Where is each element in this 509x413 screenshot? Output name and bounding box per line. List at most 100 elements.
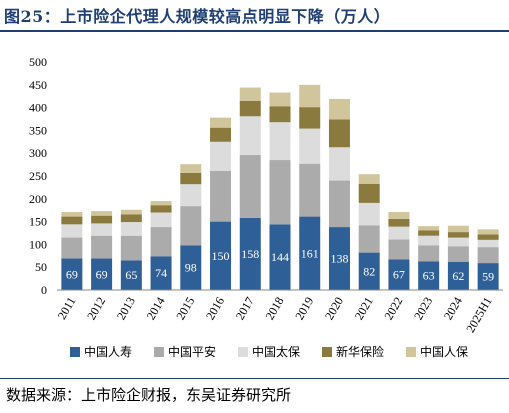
bar-segment — [120, 222, 142, 236]
y-tick-label: 300 — [29, 146, 47, 160]
bar-segment — [239, 155, 261, 218]
bar-segment — [150, 201, 172, 206]
bar-segment — [269, 106, 291, 123]
x-tick-label: 2025H1 — [463, 294, 494, 334]
bar-segment — [477, 247, 499, 264]
y-tick-label: 250 — [29, 169, 47, 183]
bar-segment — [477, 263, 499, 290]
data-label: 67 — [393, 268, 405, 282]
bar-segment — [269, 224, 291, 290]
bar-segment — [210, 141, 232, 171]
bar-segment — [418, 261, 440, 290]
x-tick-label: 2016 — [203, 295, 227, 323]
bar-segment — [388, 212, 410, 219]
legend-label: 中国平安 — [168, 344, 216, 359]
bar-segment — [447, 232, 469, 238]
bar-segment — [358, 202, 380, 226]
bar-segment — [358, 225, 380, 253]
bar-segment — [418, 245, 440, 262]
legend-label: 新华保险 — [336, 344, 384, 359]
x-tick-label: 2017 — [233, 295, 257, 323]
data-label: 74 — [155, 266, 167, 280]
legend-label: 中国人保 — [420, 344, 468, 359]
data-label: 69 — [66, 267, 78, 281]
bar-segment — [388, 239, 410, 260]
data-label: 144 — [271, 250, 289, 264]
data-label: 69 — [96, 267, 108, 281]
bar-segment — [120, 235, 142, 261]
legend-swatch — [322, 347, 332, 357]
x-tick-label: 2015 — [173, 295, 197, 323]
data-label: 59 — [482, 270, 494, 284]
x-tick-label: 2022 — [381, 295, 405, 323]
x-tick-label: 2021 — [352, 295, 376, 323]
bar-segment — [269, 92, 291, 107]
bar-segment — [299, 216, 321, 290]
source-divider — [0, 378, 509, 379]
legend-swatch — [154, 347, 164, 357]
bar-segment — [150, 227, 172, 257]
bar-segment — [180, 164, 202, 173]
bar-segment — [61, 212, 83, 217]
x-tick-label: 2011 — [55, 295, 79, 322]
bar-segment — [61, 216, 83, 225]
x-tick-label: 2023 — [411, 295, 435, 323]
bar-segment — [150, 256, 172, 290]
y-tick-label: 0 — [41, 283, 47, 297]
bar-segment — [120, 209, 142, 215]
bar-segment — [328, 119, 350, 148]
bar-segment — [239, 116, 261, 156]
x-tick-label: 2018 — [262, 295, 286, 323]
legend-swatch — [406, 347, 416, 357]
legend-swatch — [238, 347, 248, 357]
x-tick-label: 2024 — [441, 295, 465, 323]
data-label: 138 — [330, 252, 348, 266]
bar-segment — [447, 237, 469, 247]
stacked-bar-chart: 0 50 100 150 200 250 300 350 400 450 500 69 2011 69 20… — [29, 55, 503, 359]
bar-segment — [61, 237, 83, 259]
y-tick-label: 200 — [29, 192, 47, 206]
bar-segment — [328, 147, 350, 181]
legend-label: 中国人寿 — [84, 344, 132, 359]
x-tick-label: 2014 — [144, 295, 168, 323]
bar-segment — [150, 205, 172, 213]
bar-segment — [358, 252, 380, 290]
data-label: 158 — [241, 247, 259, 261]
bar-segment — [447, 246, 469, 262]
bar-segment — [328, 227, 350, 290]
y-tick-label: 500 — [29, 55, 47, 69]
bar-segment — [210, 221, 232, 290]
bar-segment — [477, 239, 499, 248]
bar-segment — [150, 212, 172, 228]
bar-segment — [418, 230, 440, 236]
bar-segment — [328, 98, 350, 120]
x-tick-label: 2012 — [84, 295, 108, 323]
bar-segment — [210, 170, 232, 222]
bar-segment — [91, 258, 113, 290]
source-note: 数据来源：上市险企财报，东吴证券研究所 — [6, 386, 292, 404]
bar-segment — [91, 223, 113, 236]
bar-segment — [239, 217, 261, 290]
bar-segment — [388, 259, 410, 290]
bar-segment — [299, 163, 321, 217]
bar-segment — [120, 260, 142, 290]
bar-segment — [269, 122, 291, 161]
bar-segment — [120, 214, 142, 223]
data-label: 82 — [363, 264, 375, 278]
bar-segment — [210, 117, 232, 128]
legend-label: 中国太保 — [252, 344, 300, 359]
bar-segment — [239, 100, 261, 117]
bar-segment — [299, 107, 321, 129]
bar-segment — [299, 128, 321, 164]
bar-segment — [180, 184, 202, 207]
bar-segment — [269, 160, 291, 225]
title-divider — [0, 30, 509, 32]
data-label: 98 — [185, 261, 197, 275]
bar-segment — [180, 172, 202, 185]
bar-segment — [210, 127, 232, 142]
data-label: 62 — [452, 269, 464, 283]
bar-segment — [180, 245, 202, 290]
bar-segment — [328, 180, 350, 228]
bar-segment — [239, 87, 261, 101]
bar-segment — [447, 225, 469, 233]
